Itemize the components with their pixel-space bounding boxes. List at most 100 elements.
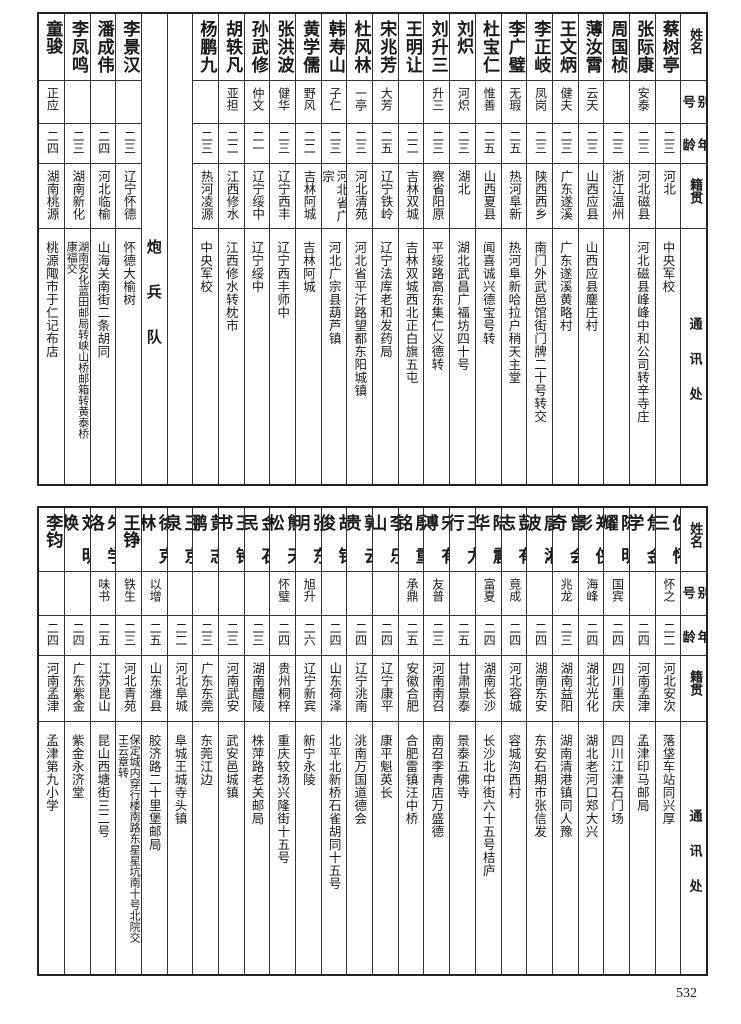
person-column: 金石民 二三 湖南醴陵 株萍路老关邮局	[243, 508, 270, 974]
origin-cell: 热河凌源	[193, 164, 218, 229]
address-cell: 北平北新桥石雀胡同十五号	[326, 734, 342, 890]
age-cell: 二一	[244, 124, 270, 164]
header-age: 年龄	[681, 616, 706, 656]
address-cell	[604, 229, 629, 484]
origin-cell: 湖南益阳	[552, 656, 578, 722]
blank-column	[166, 14, 193, 484]
person-column: 杜宝仁 惟善 二五 山西夏县 闻喜诚兴德宝号转	[474, 14, 501, 484]
name-cell: 杨鹏九	[193, 14, 218, 81]
alias-cell	[193, 81, 218, 124]
person-column: 李景汉 二三 辽宁怀德 怀德大榆树	[115, 14, 141, 484]
alias-cell: 旭升	[296, 572, 321, 616]
origin-cell: 河南南召	[424, 656, 450, 722]
address-cell: 阜城王城寺头镇	[172, 734, 188, 825]
alias-cell: 铁生	[116, 572, 141, 616]
age-cell: 二三	[655, 124, 681, 164]
alias-cell	[373, 572, 398, 616]
person-column: 李凤鸣 二三 湖南新化 湖南安化蓝田邮局转峡山桥邮箱转黄泰桥 康福交	[63, 14, 90, 484]
name-cell: 郑侠影	[578, 508, 604, 572]
origin-cell: 辽宁绥中	[244, 164, 270, 229]
origin-cell: 山西夏县	[475, 164, 501, 229]
person-column: 王明让 二二 吉林双城 吉林双城西北正白旗五屯	[397, 14, 424, 484]
header-name: 姓名	[681, 508, 706, 572]
origin-cell: 河北青苑	[116, 656, 141, 722]
person-column: 徐克林 以增 二五 山东潍县 胶济路二十里堡邮局	[140, 508, 167, 974]
age-cell: 二四	[39, 124, 64, 164]
origin-cell: 河北安次	[655, 656, 681, 722]
name-cell: 杜风林	[347, 14, 373, 81]
address-cell: 山海关南街二条胡同	[95, 241, 111, 358]
person-column: 王文炳 健夫 二三 广东遂溪 广东遂溪黄略村	[551, 14, 578, 484]
alias-cell: 承鼎	[398, 572, 424, 616]
address-cell: 胶济路二十里堡邮局	[146, 734, 162, 851]
alias-cell: 惟善	[475, 81, 501, 124]
age-cell: 二四	[270, 616, 295, 656]
alias-cell: 味书	[90, 572, 116, 616]
age-cell: 二四	[39, 616, 64, 656]
person-column: 薄汝霄 云天 二三 山西应县 山西应县鏖庄村	[577, 14, 604, 484]
address-cell: 东安石期市张信发	[532, 734, 548, 838]
origin-cell: 四川重庆	[604, 656, 629, 722]
name-cell: 李凤鸣	[64, 14, 90, 81]
origin-cell: 河南孟津	[39, 656, 64, 722]
person-column: 倪怀三 怀之 二二 河北安次 落垡车站同兴厚	[654, 508, 681, 974]
address-cell: 南门外武邑馆街门牌二十号转交	[532, 241, 548, 423]
person-column: 张东明 旭升 二六 辽宁新宾 新宁永陵	[295, 508, 321, 974]
name-cell: 金石民	[244, 508, 270, 572]
origin-cell: 河南武安	[218, 656, 244, 722]
alias-cell	[64, 81, 90, 124]
person-column: 殷重铭 承鼎 二五 安徽合肥 合肥雷镇汪中桥	[397, 508, 424, 974]
origin-cell: 河北磁县	[629, 164, 655, 229]
origin-cell: 河北清苑	[347, 164, 373, 229]
name-cell: 王明让	[398, 14, 424, 81]
alias-cell: 野风	[296, 81, 321, 124]
name-cell: 李钧	[39, 508, 64, 572]
origin-cell: 河北省广宗	[321, 164, 347, 229]
address-cell: 湖北武昌广福坊四十号	[455, 241, 471, 371]
name-cell: 张际康	[629, 14, 655, 81]
person-column: 李广璧 无瑕 二五 热河阜新 热河阜新哈拉户稍天主堂	[500, 14, 527, 484]
address-cell: 孟津印马邮局	[634, 734, 650, 812]
age-cell: 二三	[424, 124, 450, 164]
age-cell: 二五	[90, 616, 116, 656]
person-column: 李钧 二四 河南孟津 孟津第九小学	[39, 508, 64, 974]
person-column: 曾会奇 兆龙 二三 湖南益阳 湖南清港镇同人豫	[551, 508, 578, 974]
address-cell: 武安邑城镇	[223, 734, 239, 799]
header-origin: 籍贯	[681, 164, 706, 229]
origin-cell: 山东潍县	[141, 656, 167, 722]
alias-cell	[244, 572, 270, 616]
person-column: 杨鹏九 二三 热河凌源 中央军校	[192, 14, 218, 484]
person-column: 熊天松 怀璧 二四 贵州桐梓 重庆较场兴隆街十五号	[269, 508, 295, 974]
age-cell: 二三	[552, 124, 578, 164]
address-cell: 中央军校	[660, 241, 676, 293]
address-cell: 昆山西塘街三二号	[95, 734, 111, 838]
origin-cell: 甘肃景泰	[450, 656, 475, 722]
alias-cell	[116, 81, 141, 124]
alias-cell: 大芳	[373, 81, 398, 124]
name-cell: 刘明焕	[64, 508, 90, 572]
address-cell: 湖北老河口郑大兴	[583, 734, 599, 838]
alias-cell	[193, 572, 218, 616]
alias-cell	[450, 572, 475, 616]
alias-cell	[321, 572, 347, 616]
origin-cell: 吉林双城	[398, 164, 424, 229]
address-cell: 合肥雷镇汪中桥	[403, 734, 419, 825]
name-cell: 潘成伟	[90, 14, 116, 81]
person-column: 朱学洛 味书 二五 江苏昆山 昆山西塘街三二号	[89, 508, 116, 974]
person-column: 郑侠影 海峰 二四 湖北光化 湖北老河口郑大兴	[577, 508, 604, 974]
age-cell: 二三	[604, 124, 629, 164]
age-cell: 二四	[475, 616, 501, 656]
age-cell: 二三	[450, 124, 475, 164]
person-column: 童骏 正应 二四 湖南桃源 桃源陬市于仁记布店	[39, 14, 64, 484]
name-cell: 宋有溥	[424, 508, 450, 572]
alias-cell: 凤岗	[527, 81, 552, 124]
origin-cell: 河北容城	[501, 656, 527, 722]
person-column: 宋有溥 友普 二三 河南南召 南召李青店万盛德	[423, 508, 450, 974]
age-cell: 二四	[604, 616, 629, 656]
address-cell: 紫金永济堂	[69, 734, 85, 799]
person-column: 胡轶凡 亚担 二二 江西修水 江西修水转枕市	[217, 14, 244, 484]
name-cell: 李正岐	[527, 14, 552, 81]
header-origin: 籍贯	[681, 656, 706, 722]
person-column: 杜风林 一亭 二三 河北清苑 河北省平汘路望都东阳城镇	[346, 14, 373, 484]
origin-cell: 吉林阿城	[296, 164, 321, 229]
